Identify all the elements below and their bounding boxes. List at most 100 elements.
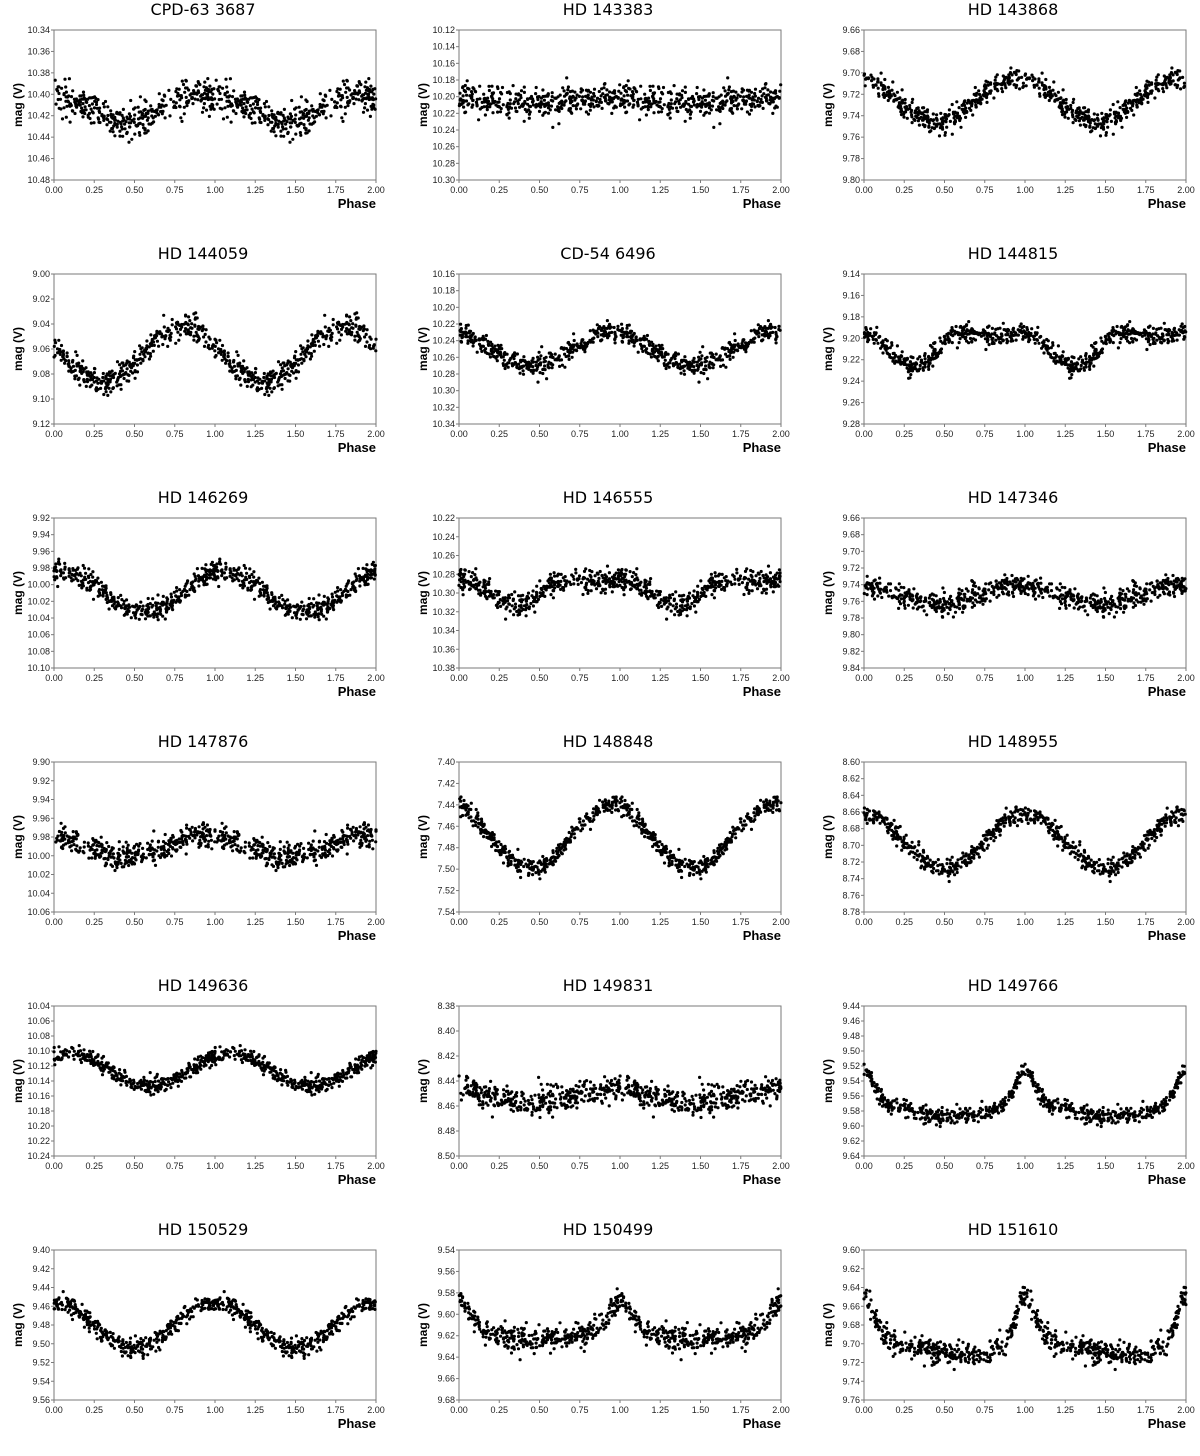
data-point <box>1079 124 1082 127</box>
data-point <box>543 99 546 102</box>
data-point <box>614 96 617 99</box>
data-point <box>935 117 938 120</box>
data-point <box>254 100 257 103</box>
y-tick-label: 9.80 <box>842 175 860 185</box>
data-point <box>482 345 485 348</box>
data-point <box>1057 97 1060 100</box>
data-point <box>340 116 343 119</box>
data-point <box>543 95 546 98</box>
data-point <box>561 364 564 367</box>
data-point <box>518 98 521 101</box>
data-point <box>932 112 935 115</box>
data-point <box>310 343 313 346</box>
data-point <box>990 89 993 92</box>
data-point <box>305 108 308 111</box>
data-point <box>199 99 202 102</box>
data-point <box>568 358 571 361</box>
data-point <box>496 359 499 362</box>
data-point <box>681 366 684 369</box>
data-point <box>1044 78 1047 81</box>
data-point <box>122 116 125 119</box>
data-point <box>700 106 703 109</box>
x-tick-label: 1.50 <box>1097 429 1115 439</box>
data-point <box>766 88 769 91</box>
data-point <box>345 314 348 317</box>
data-point <box>575 107 578 110</box>
data-point <box>84 572 87 575</box>
data-point <box>910 363 913 366</box>
data-point <box>593 88 596 91</box>
data-point <box>587 89 590 92</box>
data-point <box>1148 325 1151 328</box>
data-point <box>1075 361 1078 364</box>
data-point <box>1131 102 1134 105</box>
data-point <box>323 314 326 317</box>
y-tick-label: 9.78 <box>842 154 860 164</box>
data-point <box>1000 333 1003 336</box>
data-point <box>997 82 1000 85</box>
data-point <box>129 370 132 373</box>
data-point <box>910 369 913 372</box>
data-point <box>1104 134 1107 137</box>
y-tick-label: 10.30 <box>432 175 455 185</box>
data-point <box>77 378 80 381</box>
data-point <box>464 84 467 87</box>
data-point <box>460 327 463 330</box>
data-point <box>464 90 467 93</box>
data-point <box>932 118 935 121</box>
data-point <box>279 383 282 386</box>
data-point <box>1088 126 1091 129</box>
data-point <box>106 105 109 108</box>
data-point <box>1170 331 1173 334</box>
data-point <box>589 109 592 112</box>
y-axis-label: mag (V) <box>416 327 430 371</box>
data-point <box>992 96 995 99</box>
data-point <box>541 372 544 375</box>
data-point <box>121 369 124 372</box>
data-point <box>127 374 130 377</box>
data-point <box>955 325 958 328</box>
data-point <box>973 93 976 96</box>
data-point <box>317 602 320 605</box>
data-point <box>322 343 325 346</box>
data-point <box>203 102 206 105</box>
data-point <box>1037 342 1040 345</box>
y-tick-label: 10.08 <box>27 646 50 656</box>
data-point <box>737 342 740 345</box>
y-tick-label: 10.34 <box>27 25 50 35</box>
data-point <box>931 354 934 357</box>
data-point <box>287 367 290 370</box>
plot-frame <box>864 274 1186 424</box>
data-point <box>328 89 331 92</box>
data-point <box>1071 363 1074 366</box>
data-point <box>761 338 764 341</box>
y-axis-label: mag (V) <box>11 571 25 615</box>
data-point <box>102 372 105 375</box>
data-point <box>1072 121 1075 124</box>
data-point <box>116 120 119 123</box>
data-point <box>233 365 236 368</box>
data-point <box>582 103 585 106</box>
data-point <box>1145 348 1148 351</box>
data-point <box>185 96 188 99</box>
data-point <box>866 331 869 334</box>
data-point <box>578 345 581 348</box>
data-point <box>85 385 88 388</box>
data-point <box>170 332 173 335</box>
data-point <box>693 372 696 375</box>
data-point <box>967 320 970 323</box>
data-point <box>179 333 182 336</box>
data-point <box>116 126 119 129</box>
data-point <box>903 106 906 109</box>
y-tick-label: 10.38 <box>27 68 50 78</box>
data-point <box>712 99 715 102</box>
data-point <box>502 364 505 367</box>
data-point <box>891 80 894 83</box>
y-tick-label: 9.08 <box>32 369 50 379</box>
data-point <box>767 319 770 322</box>
data-point <box>281 388 284 391</box>
data-point <box>1100 112 1103 115</box>
data-point <box>313 350 316 353</box>
data-point <box>279 130 282 133</box>
data-point <box>652 97 655 100</box>
